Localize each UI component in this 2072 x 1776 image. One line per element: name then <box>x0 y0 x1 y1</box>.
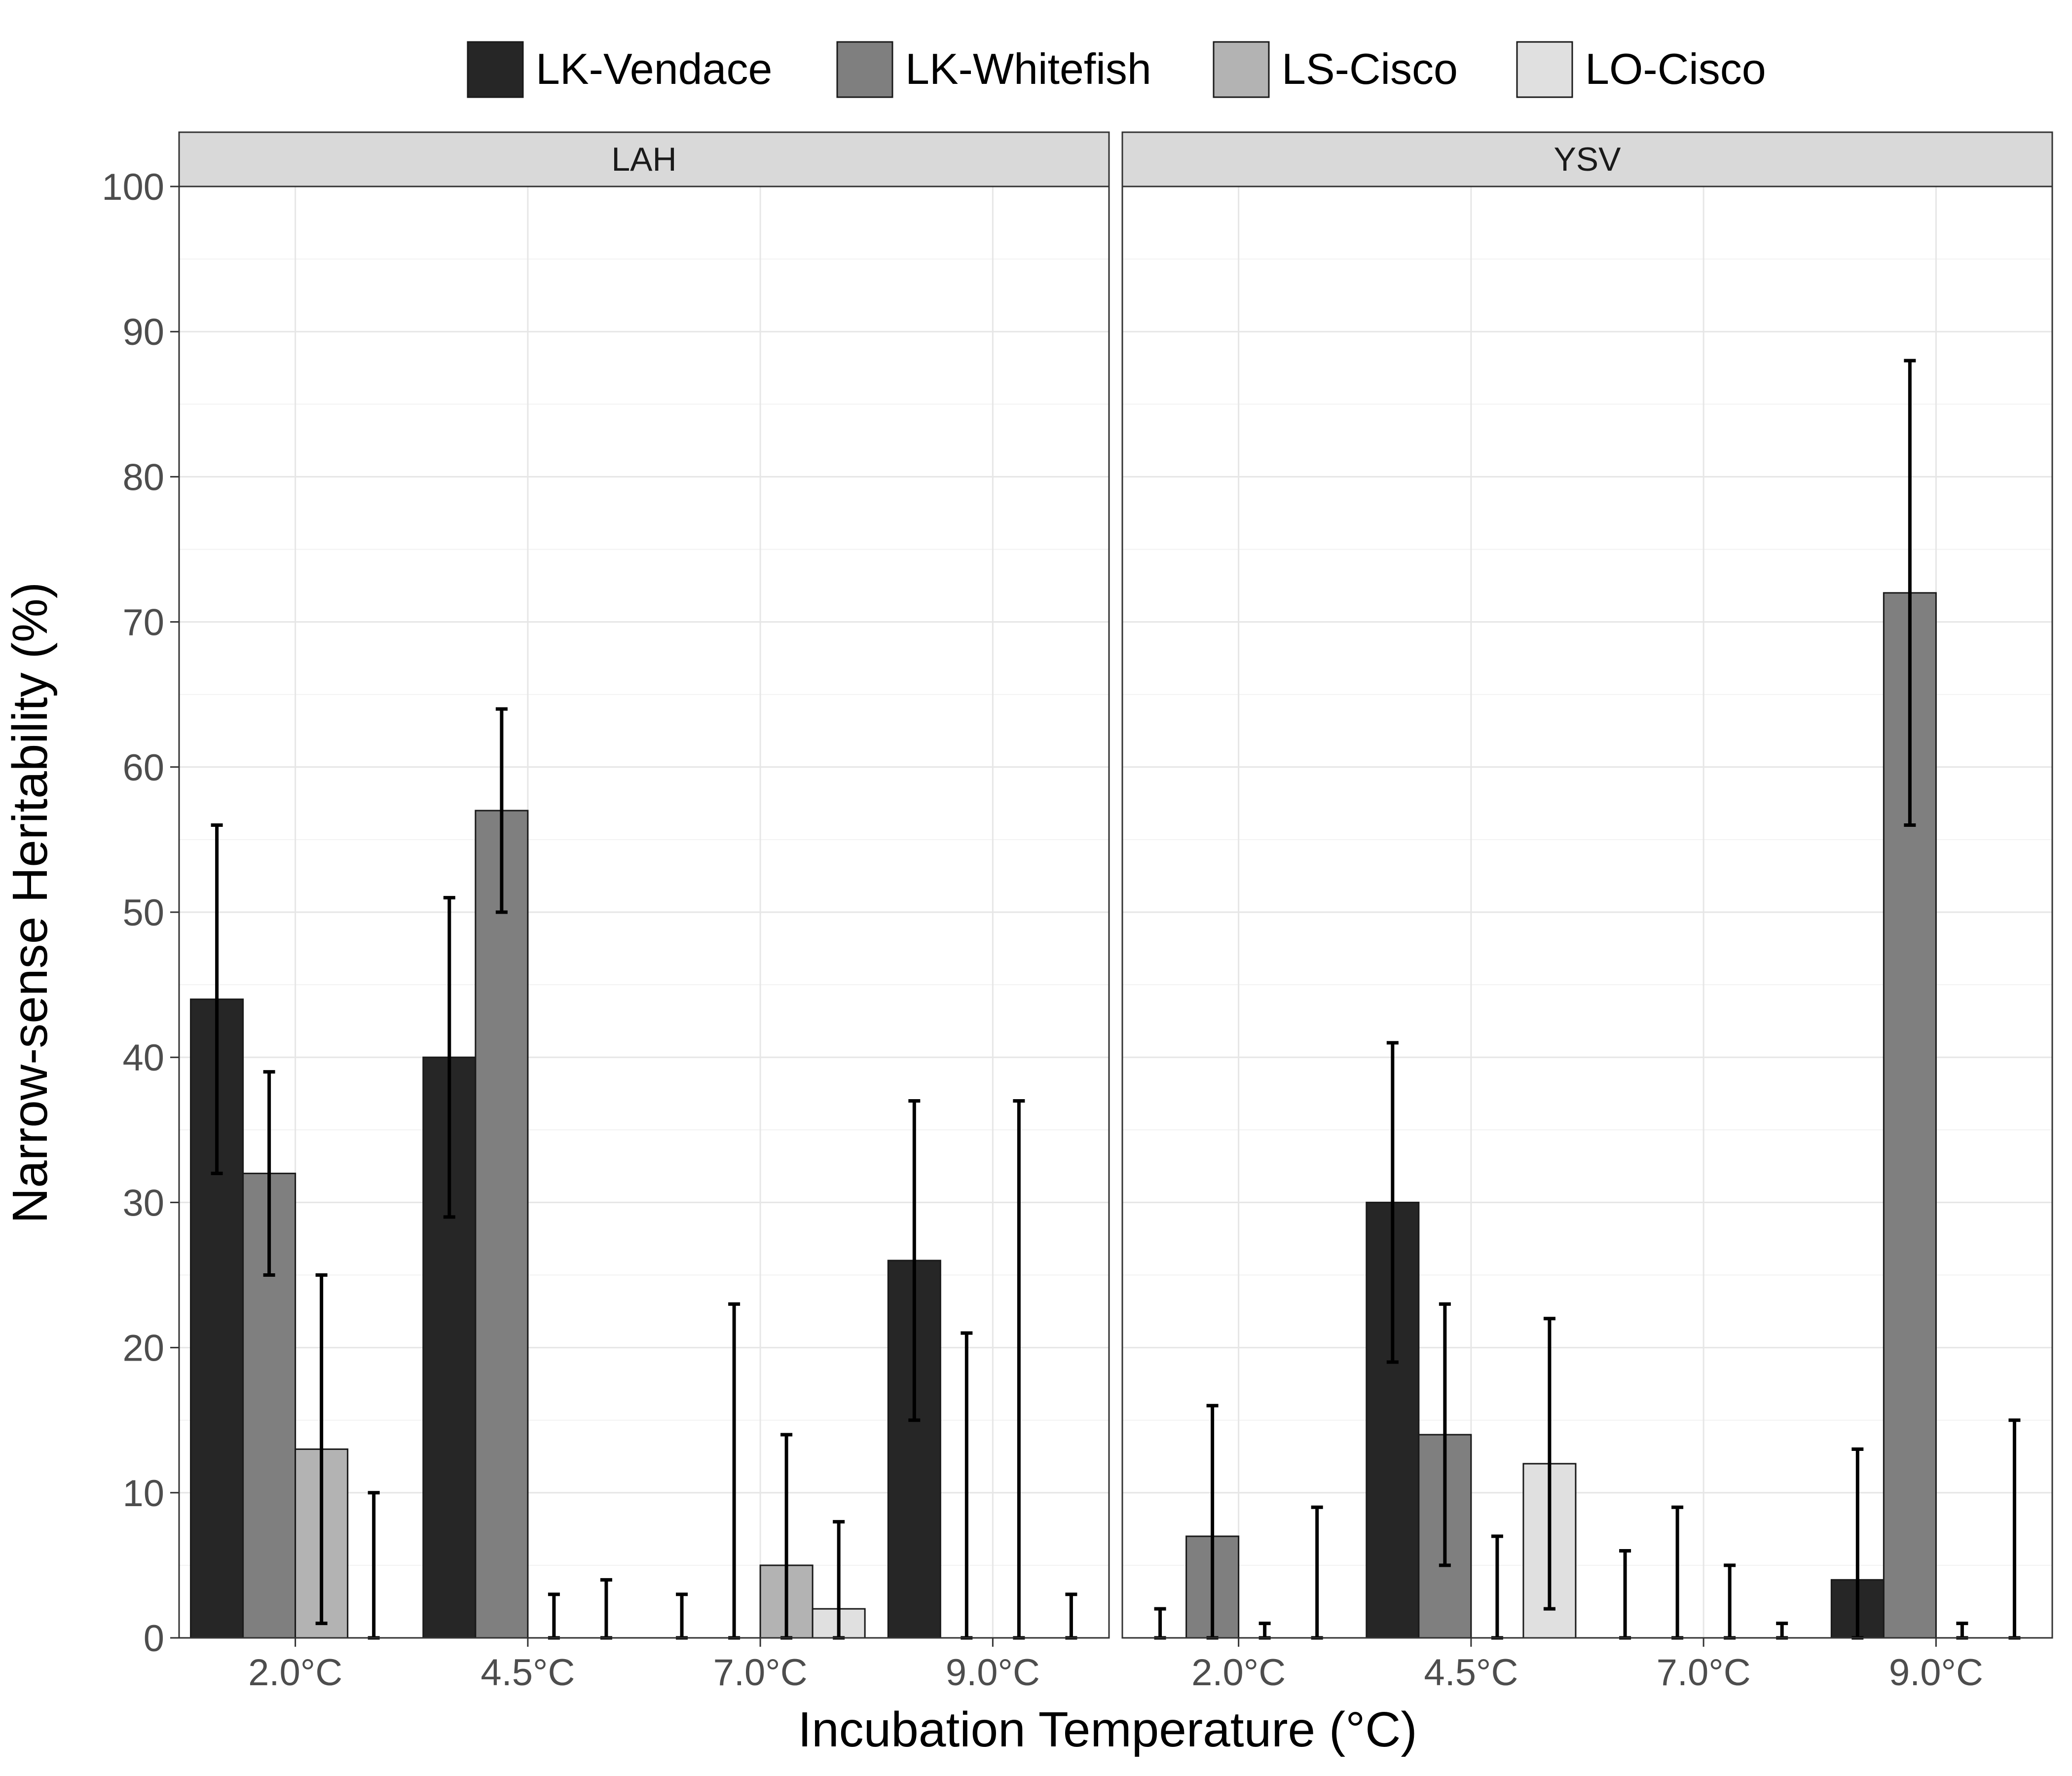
y-tick-label: 0 <box>144 1618 164 1660</box>
chart-panels: LAH 2.0°C 4.5°C 7.0°C 9.0°C YSV 2.0°C 4.5°C 7.0°… <box>102 131 2053 1694</box>
y-tick-label: 70 <box>122 602 164 644</box>
legend-label: LK-Vendace <box>536 44 773 93</box>
y-tick-label: 30 <box>122 1182 164 1224</box>
panel-ysv: YSV 2.0°C 4.5°C 7.0°C 9.0°C <box>1121 131 2053 1694</box>
x-tick-label: 7.0°C <box>1657 1652 1751 1694</box>
x-tick-label: 4.5°C <box>1424 1652 1518 1694</box>
panel-border <box>1121 185 2053 1639</box>
legend-swatch <box>1516 41 1573 98</box>
y-tick-label: 50 <box>122 892 164 934</box>
facet-strip-label: YSV <box>1554 141 1621 178</box>
x-tick-label: 7.0°C <box>713 1652 808 1694</box>
x-tick-label: 2.0°C <box>1191 1652 1286 1694</box>
x-axis-title: Incubation Temperature (°C) <box>798 1702 1417 1757</box>
legend-label: LO-Cisco <box>1585 44 1766 93</box>
y-tick-label: 90 <box>122 311 164 353</box>
x-tick-label: 9.0°C <box>1889 1652 1983 1694</box>
y-tick-label: 10 <box>122 1473 164 1515</box>
y-tick-label: 60 <box>122 747 164 789</box>
y-tick-label: 80 <box>122 456 164 498</box>
legend-swatch <box>836 41 893 98</box>
x-tick-label: 2.0°C <box>248 1652 342 1694</box>
facet-strip-label: LAH <box>611 141 676 178</box>
x-tick-label: 4.5°C <box>481 1652 575 1694</box>
y-axis: 0 10 20 30 40 50 60 70 80 90 100 <box>102 166 179 1660</box>
facet-strip <box>178 131 1110 187</box>
legend: LK-Vendace LK-Whitefish LS-Cisco LO-Cisco <box>467 41 1766 98</box>
y-tick-label: 40 <box>122 1037 164 1079</box>
y-tick-label: 20 <box>122 1328 164 1369</box>
x-tick-label: 9.0°C <box>946 1652 1040 1694</box>
bar <box>475 810 529 1639</box>
legend-label: LK-Whitefish <box>905 44 1151 93</box>
panel-lah: LAH 2.0°C 4.5°C 7.0°C 9.0°C <box>178 131 1110 1694</box>
y-axis-title: Narrow-sense Heritability (%) <box>2 582 58 1223</box>
legend-label: LS-Cisco <box>1282 44 1458 93</box>
legend-swatch <box>1213 41 1270 98</box>
legend-swatch <box>467 41 524 98</box>
facet-strip <box>1121 131 2053 187</box>
y-tick-label: 100 <box>102 166 164 208</box>
